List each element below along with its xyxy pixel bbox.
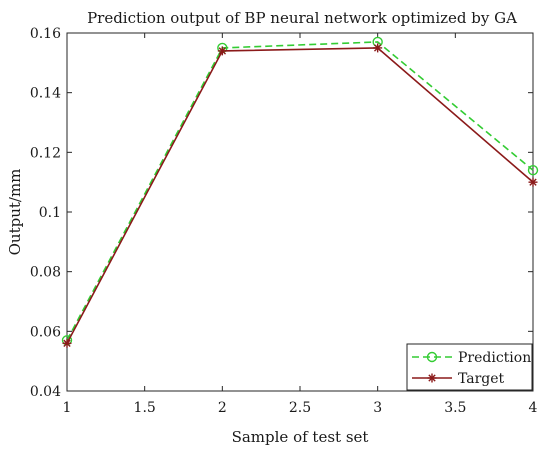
y-axis-label: Output/mm — [6, 169, 24, 256]
y-tick-label: 0.04 — [30, 384, 61, 400]
x-tick-label: 1.5 — [134, 400, 156, 416]
y-tick-label: 0.1 — [39, 205, 61, 221]
target-point — [217, 46, 227, 56]
y-tick-label: 0.16 — [30, 26, 61, 42]
x-axis: 1 1.5 2 2.5 3 3.5 4 — [63, 33, 538, 416]
target-point — [373, 43, 383, 53]
y-tick-label: 0.12 — [30, 145, 61, 161]
y-tick-label: 0.06 — [30, 324, 61, 340]
x-tick-label: 4 — [529, 400, 538, 416]
y-axis: 0.04 0.06 0.08 0.1 0.12 0.14 0.16 — [30, 26, 533, 400]
x-tick-label: 2 — [218, 400, 227, 416]
legend-prediction-label: Prediction — [458, 350, 531, 366]
x-tick-label: 1 — [63, 400, 72, 416]
legend-target-label: Target — [458, 371, 505, 387]
x-tick-label: 3.5 — [444, 400, 466, 416]
y-tick-label: 0.08 — [30, 265, 61, 281]
prediction-series-line — [66, 41, 534, 341]
legend-box — [406, 343, 533, 391]
chart-title: Prediction output of BP neural network o… — [87, 9, 517, 27]
series-layer — [61, 36, 539, 348]
plot-area — [66, 32, 534, 392]
target-series-line — [66, 47, 534, 344]
prediction-point — [527, 165, 539, 176]
x-axis-label: Sample of test set — [232, 428, 369, 446]
y-tick-label: 0.14 — [30, 86, 61, 102]
legend: Prediction Target — [406, 343, 533, 391]
x-tick-label: 2.5 — [289, 400, 311, 416]
x-tick-label: 3 — [373, 400, 382, 416]
target-point — [62, 338, 72, 348]
target-point — [528, 177, 538, 187]
legend-target-marker — [427, 373, 437, 383]
legend-prediction-marker — [426, 351, 438, 363]
